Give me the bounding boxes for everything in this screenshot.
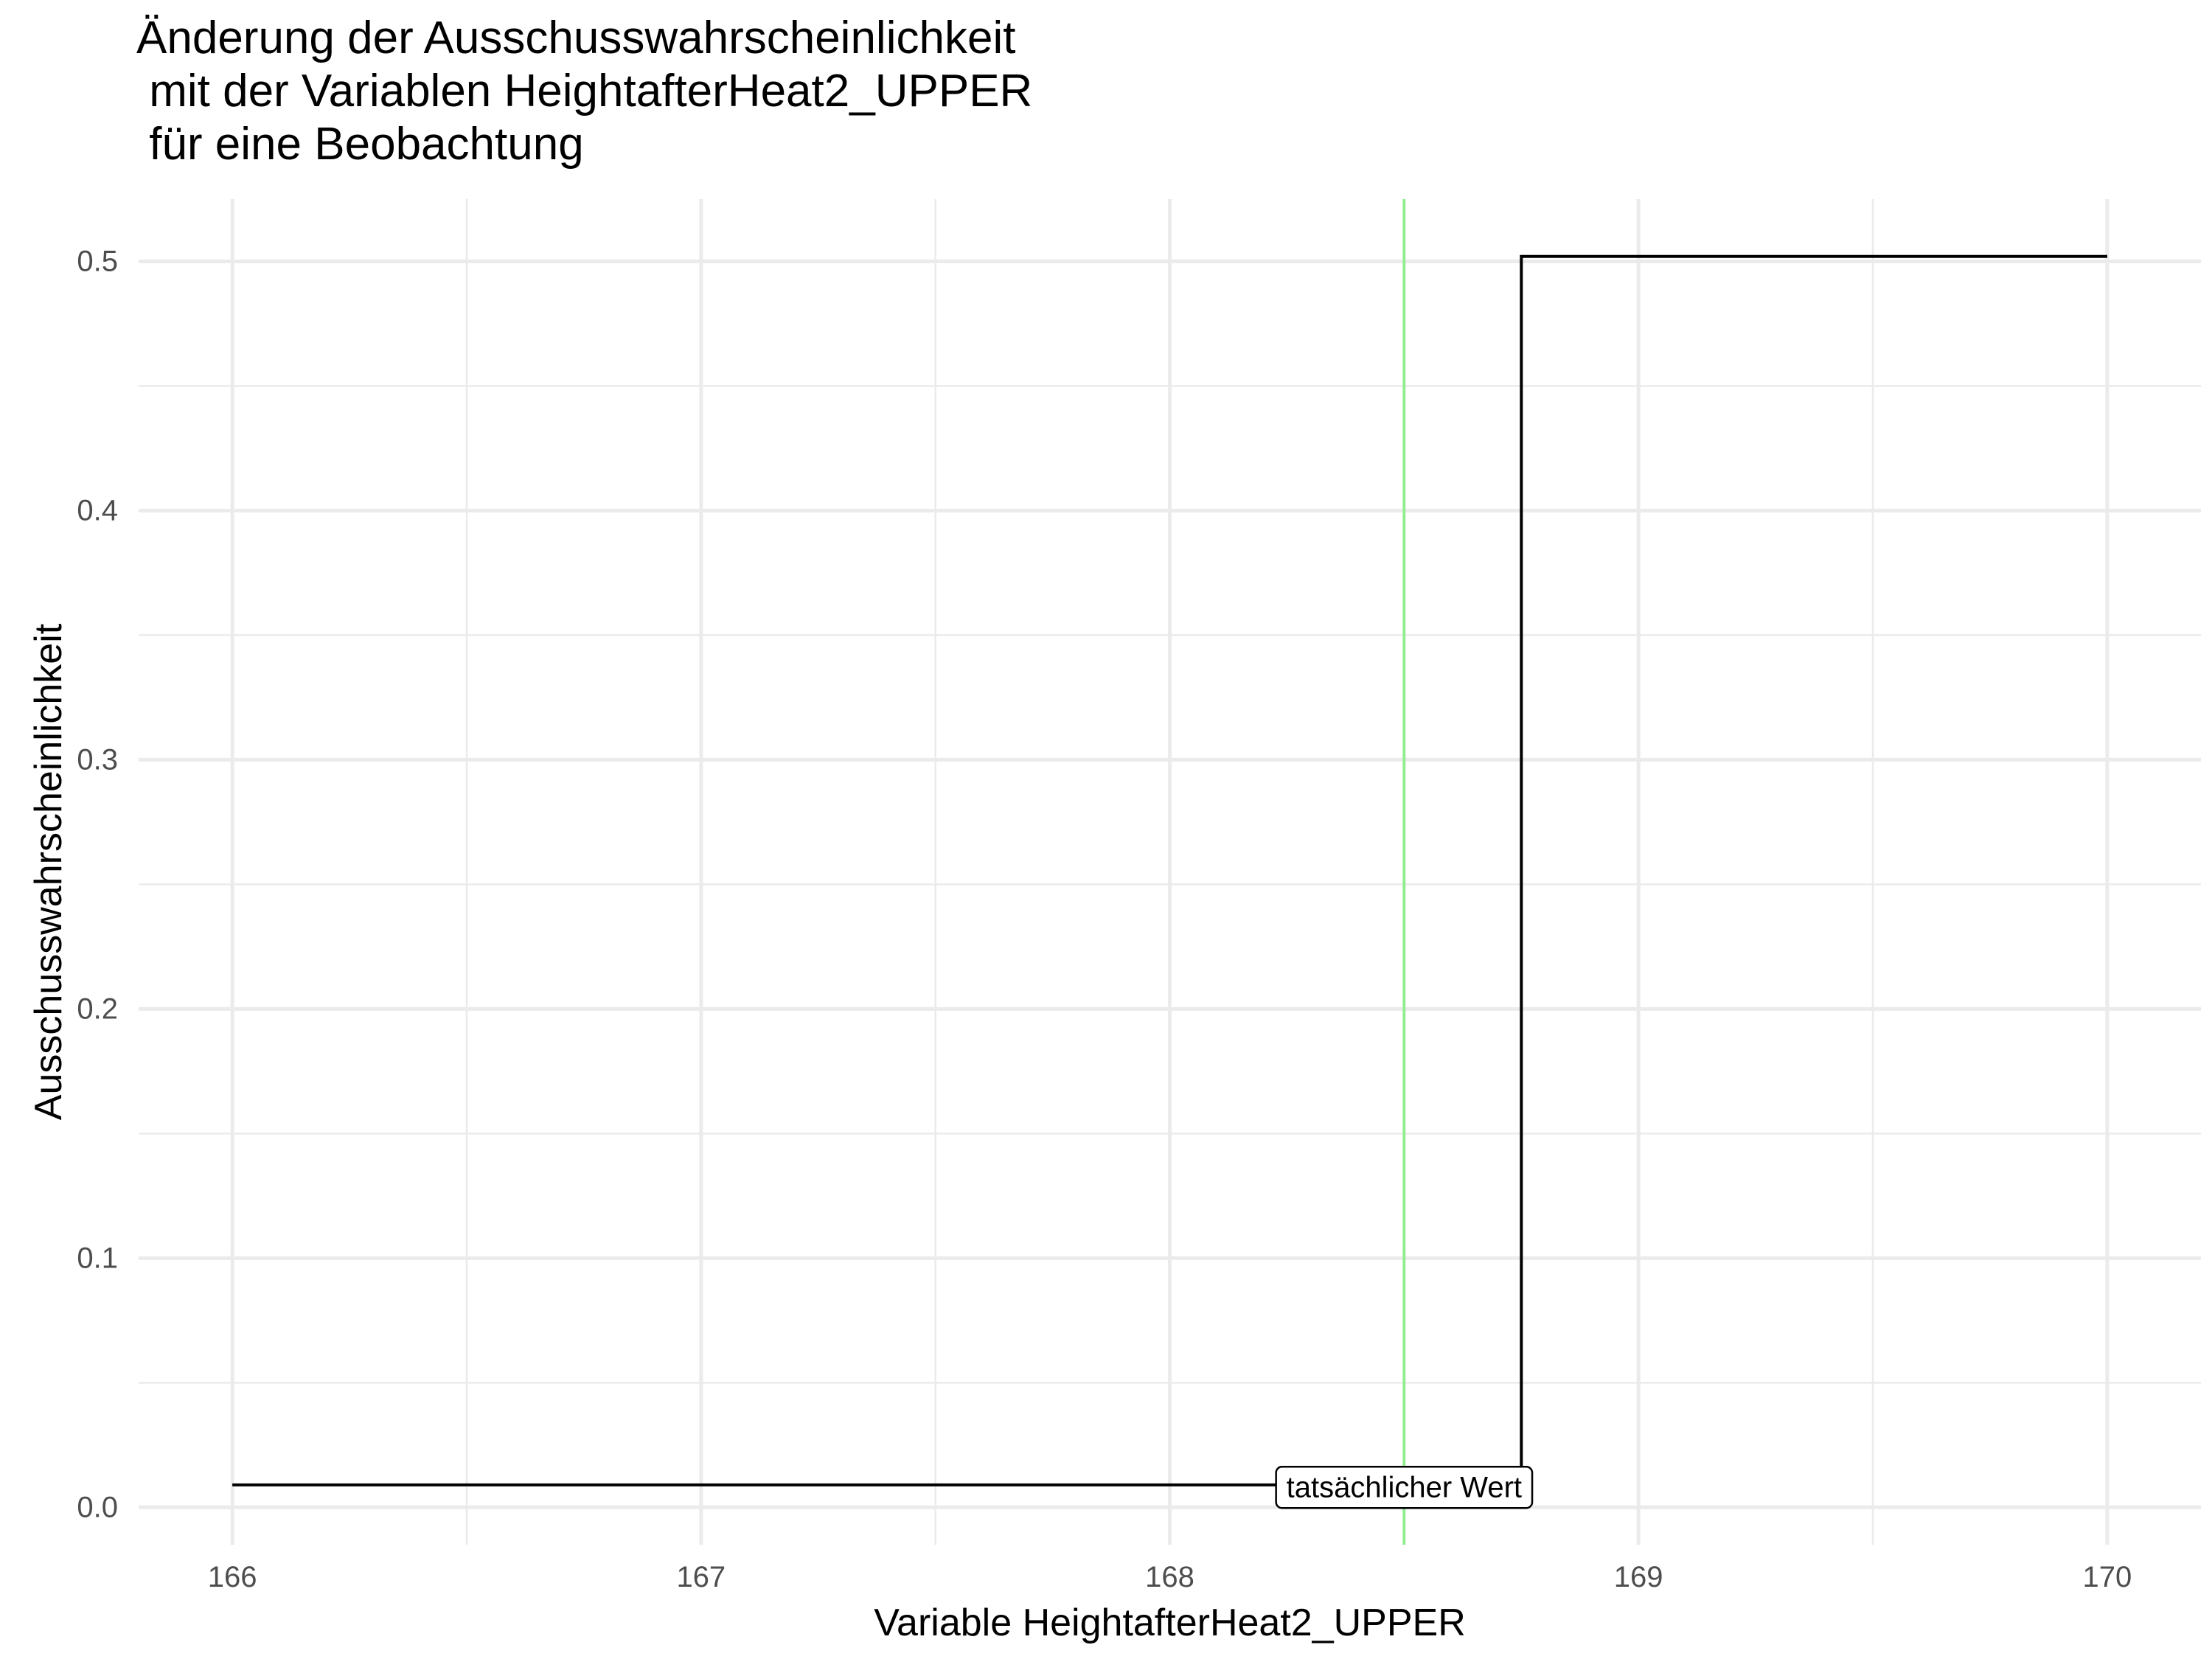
annotation-label: tatsächlicher Wert (1287, 1471, 1522, 1503)
annotation-group: tatsächlicher Wert (1275, 1466, 1534, 1509)
x-tick-labels: 166 167 168 169 170 (208, 1561, 2132, 1593)
y-tick-label: 0.4 (77, 494, 118, 526)
title-line: mit der Variablen HeightafterHeat2_UPPER (136, 66, 1032, 116)
title-line: für eine Beobachtung (136, 119, 584, 170)
y-tick-label: 0.0 (77, 1491, 118, 1523)
title-line: Änderung der Ausschusswahrscheinlichkeit (136, 13, 1015, 63)
y-axis-title: Ausschusswahrscheinlichkeit (27, 623, 70, 1120)
x-tick-label: 170 (2082, 1561, 2132, 1593)
x-tick-label: 166 (208, 1561, 257, 1593)
series-line (232, 254, 2107, 1486)
annotation-label-box (1275, 1466, 1534, 1509)
x-tick-label: 168 (1145, 1561, 1194, 1593)
chart-title: Änderung der Ausschusswahrscheinlichkeit… (136, 13, 1032, 170)
major-gridlines (139, 199, 2201, 1545)
x-axis-title: Variable HeightafterHeat2_UPPER (874, 1601, 1466, 1644)
y-tick-label: 0.1 (77, 1242, 118, 1274)
y-tick-label: 0.2 (77, 992, 118, 1025)
y-tick-label: 0.3 (77, 743, 118, 776)
y-tick-labels: 0.0 0.1 0.2 0.3 0.4 0.5 (77, 245, 118, 1523)
series-group (232, 254, 2107, 1486)
x-tick-label: 169 (1614, 1561, 1663, 1593)
x-tick-label: 167 (676, 1561, 726, 1593)
y-tick-label: 0.5 (77, 245, 118, 277)
